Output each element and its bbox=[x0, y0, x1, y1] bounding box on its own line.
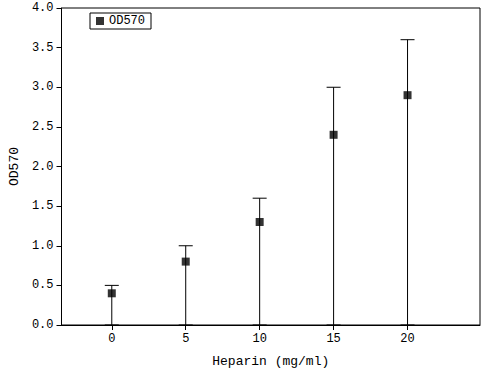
svg-text:1.0: 1.0 bbox=[32, 239, 54, 253]
svg-text:3.5: 3.5 bbox=[32, 41, 54, 55]
svg-text:20: 20 bbox=[400, 332, 414, 346]
svg-text:3.0: 3.0 bbox=[32, 80, 54, 94]
svg-text:10: 10 bbox=[252, 332, 266, 346]
svg-text:OD570: OD570 bbox=[109, 14, 145, 28]
svg-text:Heparin (mg/ml): Heparin (mg/ml) bbox=[212, 354, 329, 369]
svg-text:2.0: 2.0 bbox=[32, 160, 54, 174]
svg-text:15: 15 bbox=[326, 332, 340, 346]
svg-text:0: 0 bbox=[108, 332, 115, 346]
svg-text:1.5: 1.5 bbox=[32, 199, 54, 213]
svg-text:0.5: 0.5 bbox=[32, 278, 54, 292]
svg-text:4.0: 4.0 bbox=[32, 1, 54, 15]
svg-text:2.5: 2.5 bbox=[32, 120, 54, 134]
svg-text:5: 5 bbox=[182, 332, 189, 346]
svg-text:0.0: 0.0 bbox=[32, 318, 54, 332]
svg-text:OD570: OD570 bbox=[7, 147, 22, 186]
